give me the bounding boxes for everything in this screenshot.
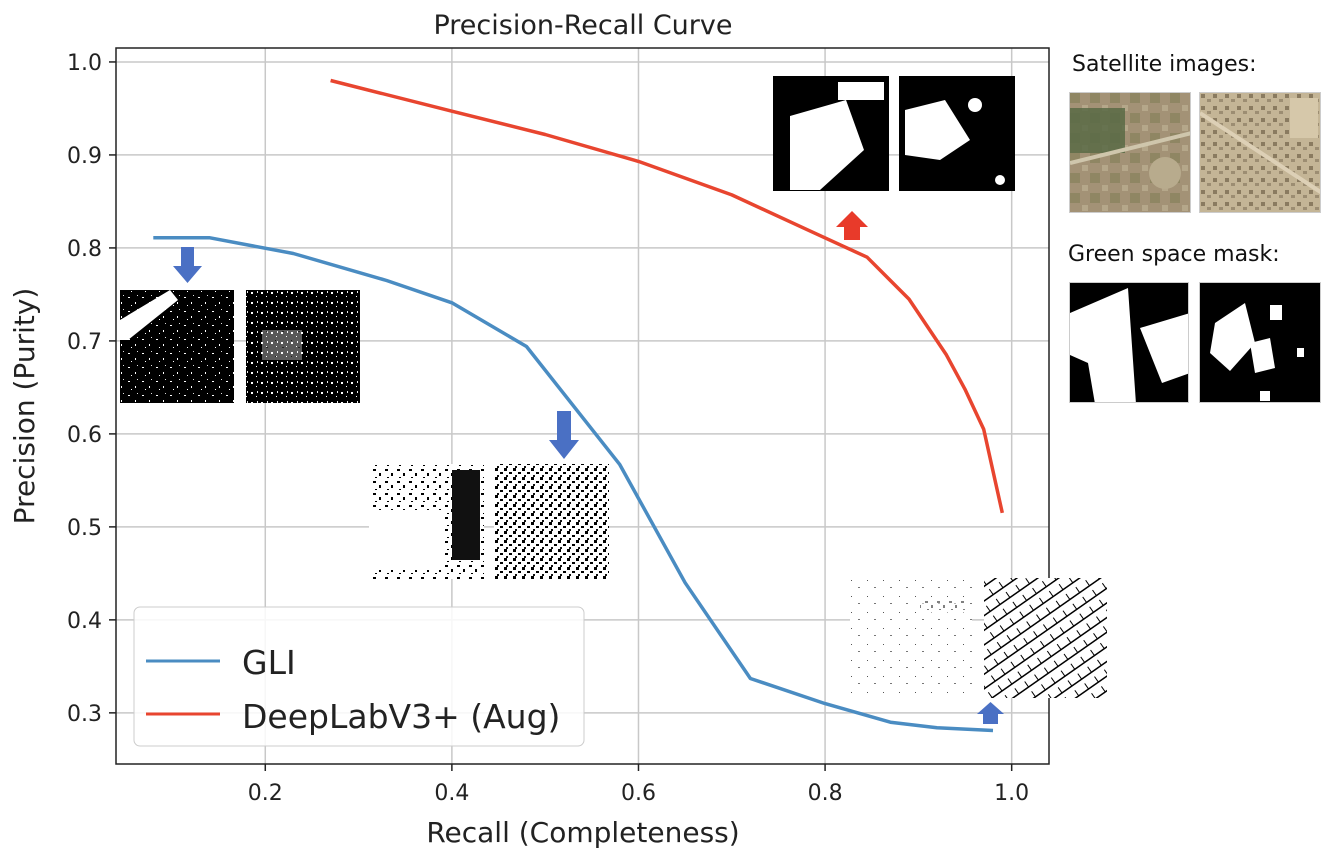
green-space-mask-1 bbox=[1069, 282, 1189, 403]
plot-frame bbox=[115, 47, 1050, 765]
arrow-up-icon bbox=[977, 702, 1004, 724]
x-tick-label: 0.8 bbox=[808, 781, 843, 806]
legend-label-deeplab: DeepLabV3+ (Aug) bbox=[242, 697, 560, 736]
x-axis-label: Recall (Completeness) bbox=[426, 816, 739, 849]
y-tick-label: 0.3 bbox=[67, 702, 102, 727]
legend-label-gli: GLI bbox=[242, 643, 296, 682]
y-tick-label: 0.7 bbox=[67, 330, 102, 355]
satellite-images-label: Satellite images: bbox=[1072, 52, 1257, 77]
y-tick-label: 0.9 bbox=[67, 144, 102, 169]
series-layer bbox=[115, 47, 1050, 765]
inset-gli-mid-recall bbox=[369, 464, 609, 579]
inset-gli-low-recall bbox=[120, 290, 360, 403]
green-space-mask-label: Green space mask: bbox=[1068, 242, 1280, 267]
inset-deeplab bbox=[773, 76, 1015, 191]
y-tick-label: 1.0 bbox=[67, 51, 102, 76]
satellite-image-1 bbox=[1069, 92, 1191, 213]
arrow-down-icon bbox=[173, 247, 202, 283]
chart-title: Precision-Recall Curve bbox=[433, 10, 732, 41]
y-tick-label: 0.8 bbox=[67, 237, 102, 262]
inset-gli-high-recall bbox=[850, 578, 1107, 698]
satellite-image-2 bbox=[1199, 92, 1321, 213]
y-tick-label: 0.4 bbox=[67, 609, 102, 634]
green-space-mask-2 bbox=[1199, 282, 1321, 403]
legend: GLI DeepLabV3+ (Aug) bbox=[133, 606, 585, 747]
y-tick-label: 0.6 bbox=[67, 423, 102, 448]
x-tick-label: 0.6 bbox=[621, 781, 656, 806]
y-axis-label: Precision (Purity) bbox=[8, 288, 41, 525]
arrow-down-icon bbox=[549, 411, 579, 459]
x-tick-label: 0.4 bbox=[434, 781, 469, 806]
series-line-gli bbox=[153, 235, 994, 733]
x-tick-label: 1.0 bbox=[994, 781, 1029, 806]
series-line-deeplabv3-aug bbox=[330, 78, 1005, 514]
y-tick-label: 0.5 bbox=[67, 516, 102, 541]
x-tick-label: 0.2 bbox=[248, 781, 283, 806]
arrow-up-icon bbox=[836, 211, 868, 240]
